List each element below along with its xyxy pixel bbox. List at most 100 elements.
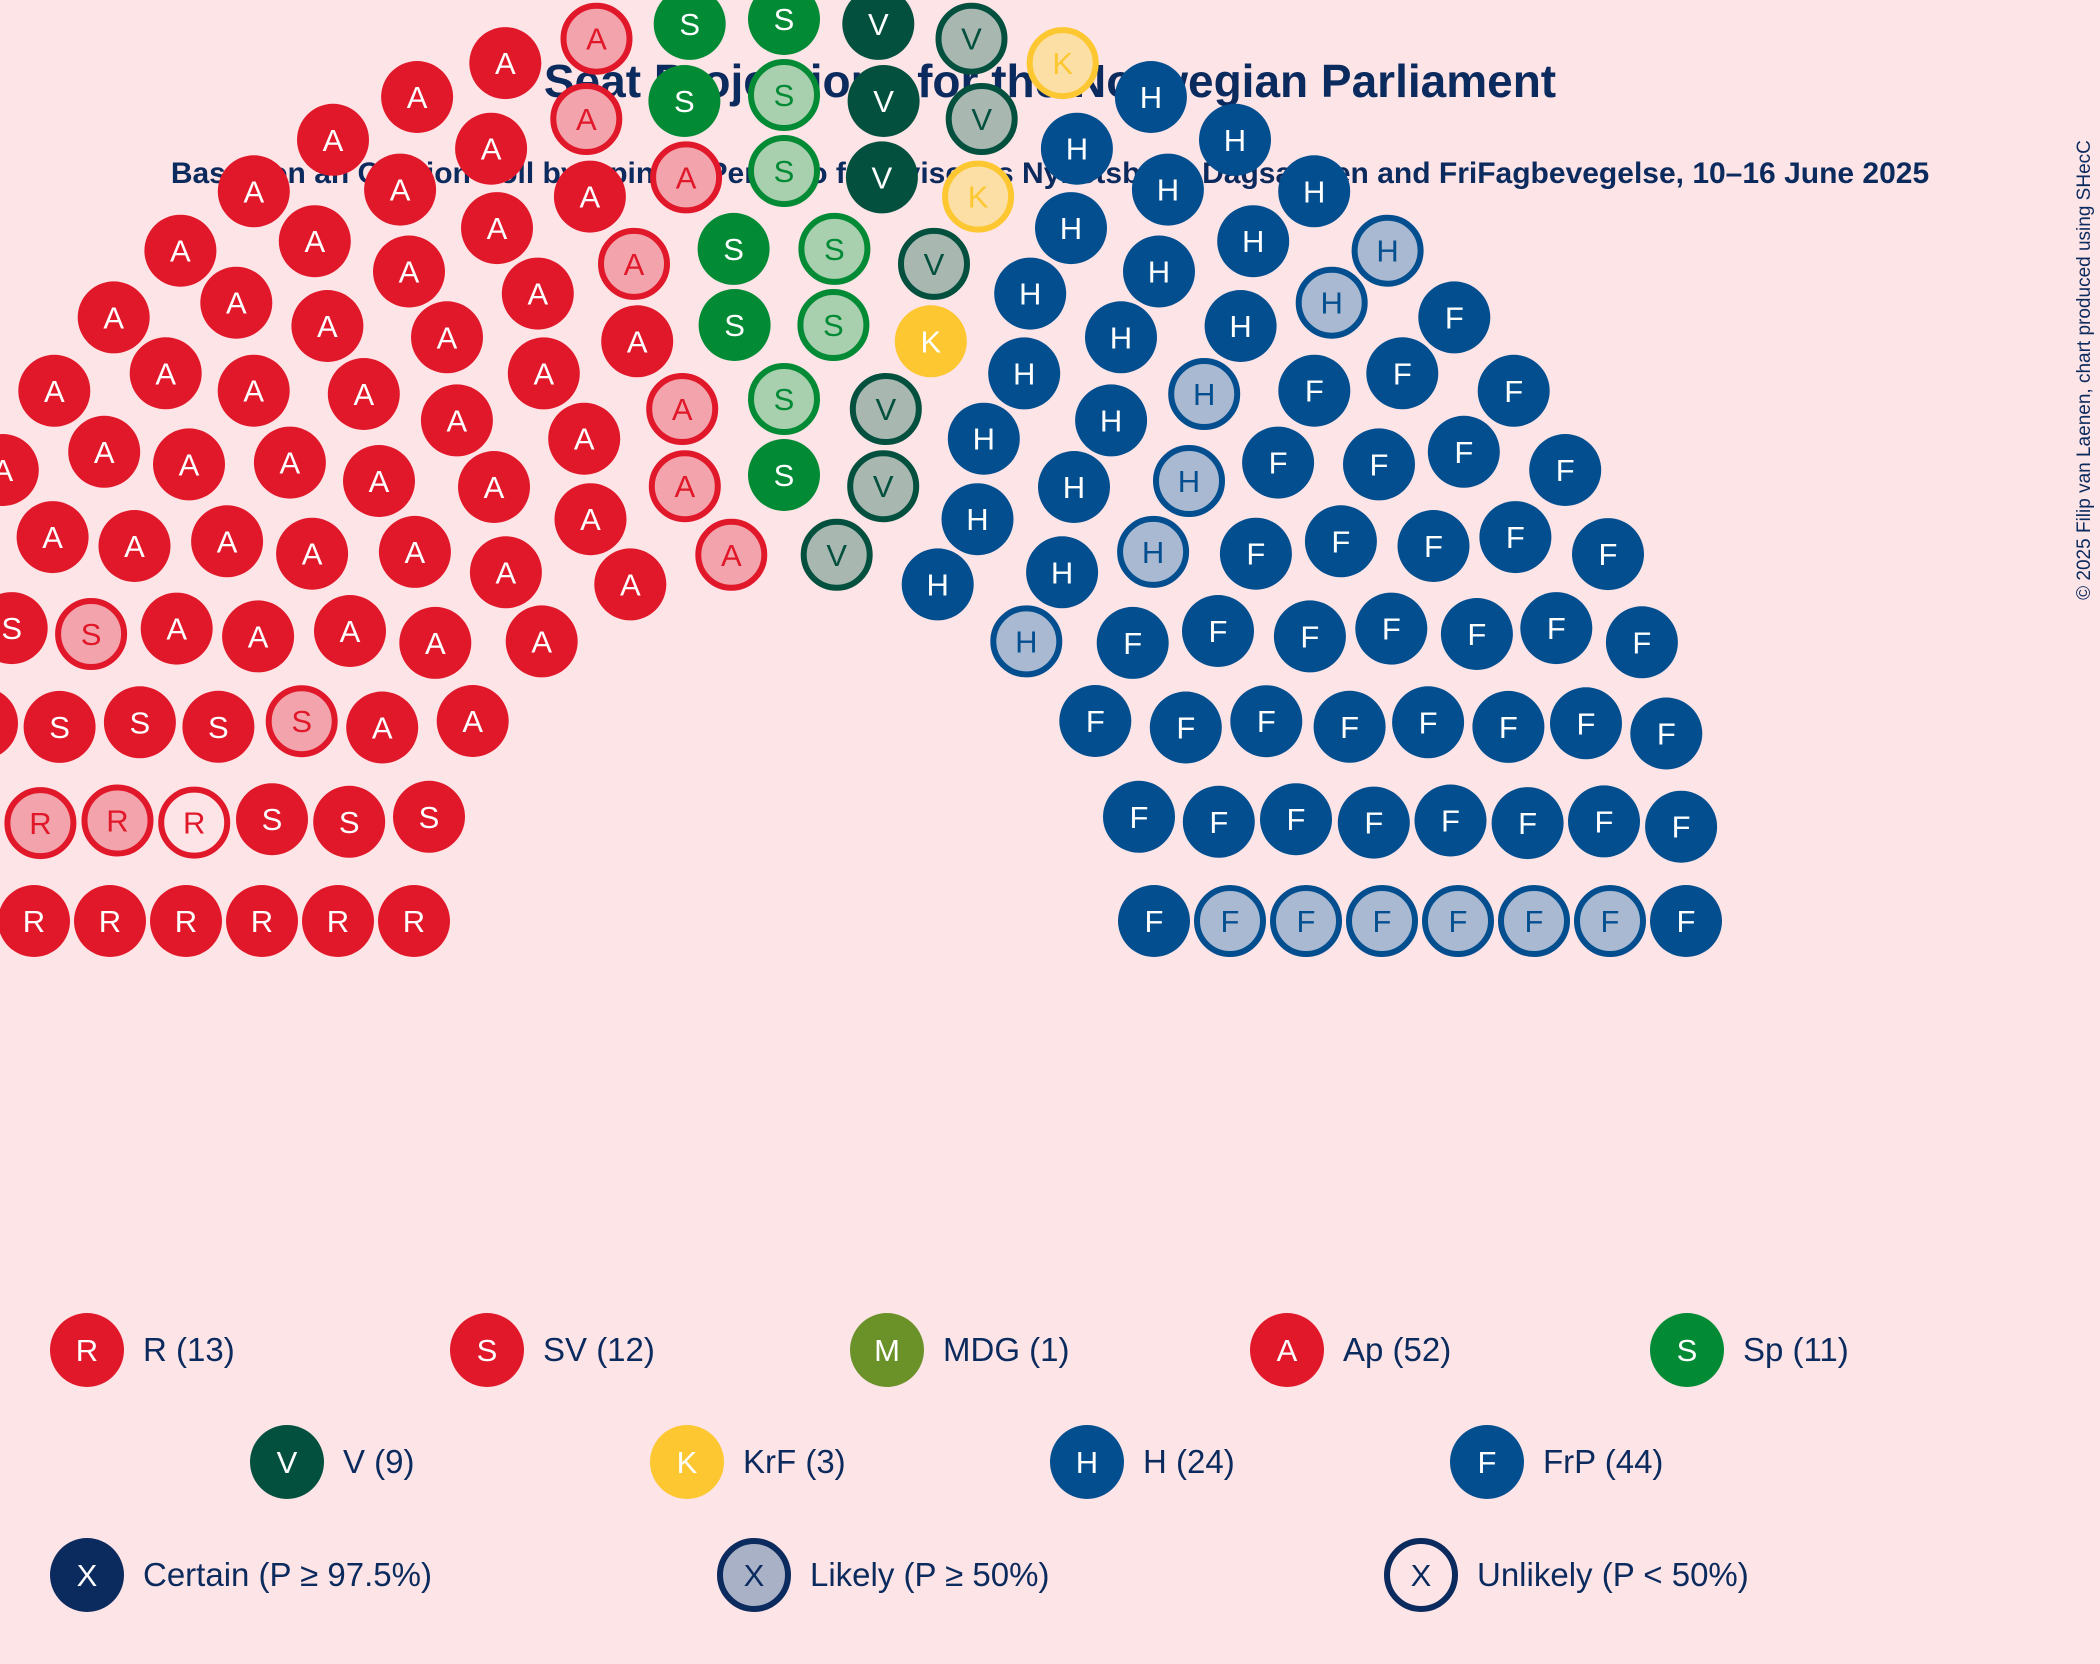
seat-letter: A xyxy=(323,123,344,158)
seat-letter: A xyxy=(124,529,145,564)
seat-letter: V xyxy=(875,392,896,427)
seat-letter: H xyxy=(1015,624,1037,659)
seat-letter: H xyxy=(973,422,995,457)
seat-letter: H xyxy=(1376,234,1398,269)
seat-h-certain: H xyxy=(1217,205,1290,278)
seat-ap-certain: A xyxy=(77,281,150,354)
seat-ap-certain: A xyxy=(594,548,667,621)
seat-h-certain: H xyxy=(1038,451,1110,523)
seat-letter: H xyxy=(1051,555,1073,590)
seat-v-likely: V xyxy=(847,450,920,523)
seat-letter: A xyxy=(42,520,63,555)
seat-h-likely: H xyxy=(1168,358,1241,430)
seat-letter: H xyxy=(1178,464,1200,499)
seat-frp-certain: F xyxy=(1103,780,1175,853)
seat-letter: V xyxy=(961,22,982,57)
seat-ap-certain: A xyxy=(436,685,509,757)
seat-letter: F xyxy=(1547,611,1566,646)
seat-frp-certain: F xyxy=(1550,687,1622,760)
seat-frp-certain: F xyxy=(1645,790,1718,863)
seat-letter: A xyxy=(495,46,516,81)
seat-letter: F xyxy=(1657,717,1676,752)
seat-letter: R xyxy=(23,904,45,939)
seat-letter: V xyxy=(873,84,894,119)
legend-unlikely: X Unlikely (P < 50%) xyxy=(1384,1538,1749,1612)
seat-letter: F xyxy=(1518,806,1537,841)
seat-letter: F xyxy=(1209,805,1228,840)
seat-r-unlikely: R xyxy=(158,786,231,859)
seat-sp-certain: S xyxy=(748,0,820,55)
seat-h-likely: H xyxy=(990,605,1063,678)
seat-letter: S xyxy=(130,705,151,740)
seat-letter: F xyxy=(1221,904,1240,939)
seat-letter: S xyxy=(81,617,102,652)
seat-letter: A xyxy=(243,374,264,409)
seat-letter: R xyxy=(106,804,128,839)
seat-frp-certain: F xyxy=(1260,783,1332,856)
seat-letter: F xyxy=(1373,904,1392,939)
seat-ap-certain: A xyxy=(129,337,202,410)
seat-ap-certain: A xyxy=(381,61,454,133)
seat-ap-certain: A xyxy=(98,510,171,582)
seat-letter: F xyxy=(1525,904,1544,939)
seat-letter: F xyxy=(1467,617,1486,652)
seat-ap-certain: A xyxy=(144,214,217,287)
seat-frp-certain: F xyxy=(1650,885,1722,957)
seat-letter: F xyxy=(1504,374,1523,409)
seat-letter: H xyxy=(1110,320,1132,355)
seat-frp-certain: F xyxy=(1182,595,1254,667)
seat-r-likely: R xyxy=(81,784,154,857)
seat-letter: A xyxy=(624,247,645,282)
legend-item-ap: A Ap (52) xyxy=(1250,1313,1451,1387)
legend-label: V (9) xyxy=(343,1443,415,1480)
seat-frp-certain: F xyxy=(1572,518,1644,591)
seat-letter: A xyxy=(533,356,554,391)
seat-letter: F xyxy=(1300,619,1319,654)
seat-v-certain: V xyxy=(847,65,920,137)
seat-frp-certain: F xyxy=(1118,885,1190,957)
seat-frp-certain: F xyxy=(1059,685,1132,757)
legend-label: Ap (52) xyxy=(1343,1331,1451,1368)
seat-letter: H xyxy=(1193,377,1215,412)
seat-r-certain: R xyxy=(74,885,146,957)
seat-letter: A xyxy=(531,624,552,659)
legend-marker-letter: M xyxy=(874,1333,900,1368)
seat-letter: F xyxy=(1506,520,1525,555)
seat-letter: F xyxy=(1086,704,1105,739)
seat-letter: S xyxy=(208,710,229,745)
seat-sv-likely: S xyxy=(55,598,128,670)
seat-letter: S xyxy=(774,2,795,37)
seat-letter: H xyxy=(1140,80,1162,115)
seat-h-certain: H xyxy=(1035,192,1107,265)
seat-letter: A xyxy=(496,555,517,590)
seat-frp-certain: F xyxy=(1343,428,1415,501)
seat-frp-likely: F xyxy=(1270,885,1342,957)
seat-ap-certain: A xyxy=(469,536,542,609)
seat-h-certain: H xyxy=(1026,536,1099,609)
seat-frp-certain: F xyxy=(1472,690,1545,763)
seat-letter: H xyxy=(966,502,988,537)
legend-item-frp: F FrP (44) xyxy=(1450,1425,1663,1499)
seat-h-certain: H xyxy=(1123,235,1195,308)
seat-sp-certain: S xyxy=(648,65,721,137)
seat-ap-certain: A xyxy=(399,606,472,679)
seat-frp-certain: F xyxy=(1529,434,1602,506)
legend-label: Sp (11) xyxy=(1743,1331,1849,1368)
seat-frp-certain: F xyxy=(1418,281,1491,354)
seat-sp-likely: S xyxy=(748,135,820,207)
seat-letter: A xyxy=(676,160,697,195)
seat-sp-likely: S xyxy=(798,212,871,285)
seat-ap-certain: A xyxy=(153,428,225,501)
legend-item-v: V V (9) xyxy=(250,1425,415,1499)
seat-letter: A xyxy=(179,447,200,482)
seat-sv-certain: S xyxy=(236,783,308,856)
seat-ap-certain: A xyxy=(200,266,273,339)
seat-h-certain: H xyxy=(1199,103,1271,176)
seat-r-certain: R xyxy=(302,885,374,957)
seat-letter: S xyxy=(419,800,440,835)
seat-frp-certain: F xyxy=(1630,697,1703,770)
legend-label: FrP (44) xyxy=(1543,1443,1663,1480)
seat-letter: F xyxy=(1419,705,1438,740)
legend-label: H (24) xyxy=(1143,1443,1235,1480)
seat-frp-certain: F xyxy=(1520,592,1593,665)
